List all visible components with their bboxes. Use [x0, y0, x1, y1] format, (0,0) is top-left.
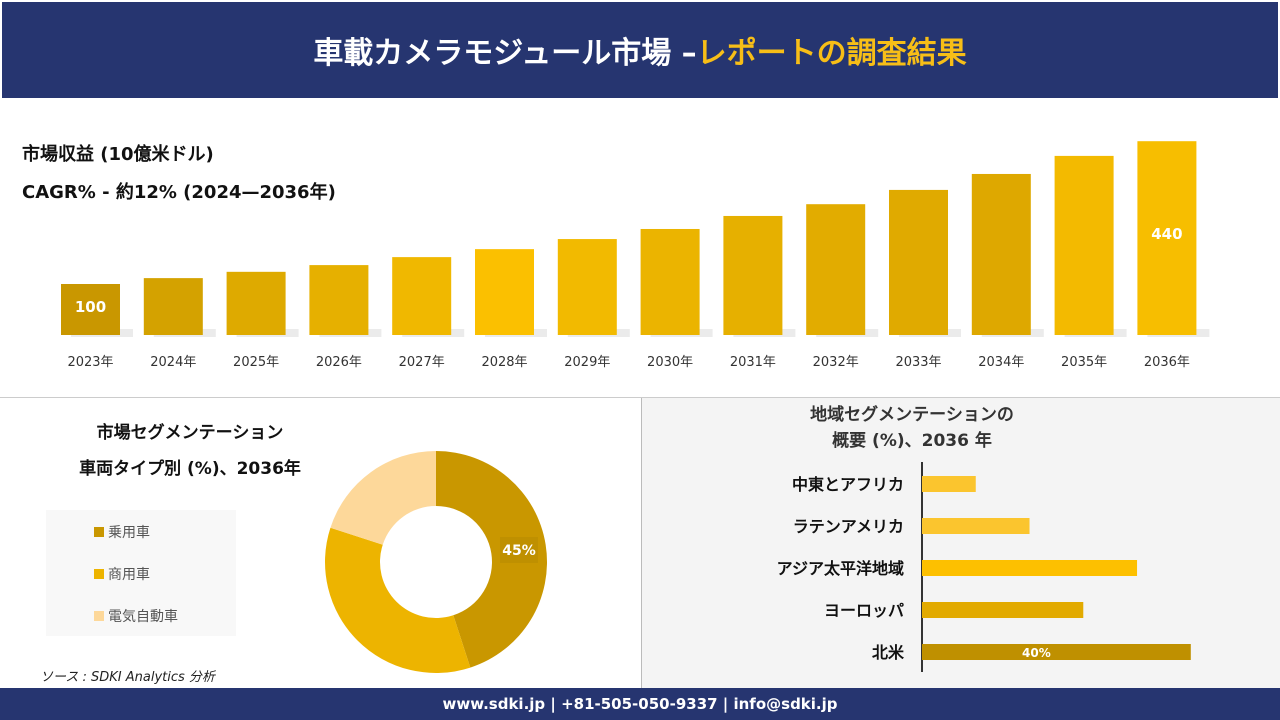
header-banner: 車載カメラモジュール市場 – レポートの調査結果 — [0, 0, 1280, 100]
region-title-1: 地域セグメンテーションの — [810, 405, 1014, 425]
revenue-bar — [806, 204, 866, 335]
revenue-bar-chart: 2023年 100 2024年 2025年 2026年 2027年 2028年 2029年 20… — [61, 141, 1210, 370]
region-bar — [922, 518, 1030, 534]
region-label: ヨーロッパ — [824, 601, 904, 620]
donut-slice — [330, 451, 436, 545]
year-label: 2031年 — [730, 355, 776, 370]
header-title: 車載カメラモジュール市場 – — [313, 36, 697, 71]
year-label: 2036年 — [1144, 355, 1190, 370]
region-title-2: 概要 (%)、2036 年 — [832, 431, 992, 451]
year-label: 2023年 — [67, 355, 113, 370]
vehicle-segment-section: 市場セグメンテーション 車両タイプ別 (%)、2036年 乗用車 商用車 電気自… — [0, 398, 640, 688]
revenue-label: 市場収益 (10億米ドル) — [22, 144, 214, 165]
year-label: 2035年 — [1061, 355, 1107, 370]
region-bar — [922, 476, 976, 492]
revenue-bar — [557, 239, 617, 335]
bar-value-label: 100 — [75, 298, 106, 316]
data-label-box — [500, 537, 538, 563]
donut-slice — [325, 527, 471, 673]
cagr-label: CAGR% - 約12% (2024—2036年) — [22, 182, 336, 203]
footer-contact: www.sdki.jp | +81-505-050-9337 | info@sd… — [0, 688, 1280, 720]
revenue-bar — [889, 189, 948, 335]
year-label: 2033年 — [895, 355, 941, 370]
legend-label: 電気自動車 — [108, 609, 178, 625]
year-label: 2029年 — [564, 355, 610, 370]
revenue-bar — [226, 271, 286, 335]
donut-value-label: 45% — [502, 543, 536, 559]
legend-swatch — [94, 611, 104, 621]
revenue-bar — [1137, 141, 1197, 335]
source-note: ソース : SDKI Analytics 分析 — [40, 670, 215, 685]
legend-swatch — [94, 569, 104, 579]
segment-title-1: 市場セグメンテーション — [96, 423, 284, 443]
year-label: 2032年 — [813, 355, 859, 370]
segment-title-2: 車両タイプ別 (%)、2036年 — [79, 459, 301, 479]
year-label: 2025年 — [233, 355, 279, 370]
region-label: アジア太平洋地域 — [777, 559, 904, 578]
donut-slice — [436, 451, 547, 668]
revenue-section: 市場収益 (10億米ドル) CAGR% - 約12% (2024—2036年) … — [0, 100, 1280, 396]
revenue-bar — [723, 215, 783, 335]
region-section: 地域セグメンテーションの 概要 (%)、2036 年 中東とアフリカ ラテンアメリ… — [641, 398, 1280, 688]
revenue-bar — [392, 257, 452, 335]
year-label: 2027年 — [399, 355, 445, 370]
revenue-bar — [971, 173, 1031, 335]
divider — [0, 397, 1280, 398]
vehicle-donut-chart: 45% — [325, 451, 547, 673]
legend-item: 商用車 — [94, 564, 150, 584]
donut-legend: 乗用車 商用車 電気自動車 — [46, 510, 236, 636]
revenue-bar — [1054, 155, 1114, 335]
bar-value-label: 40% — [1022, 646, 1051, 660]
legend-label: 乗用車 — [108, 525, 150, 541]
region-label: 北米 — [872, 643, 905, 662]
year-label: 2030年 — [647, 355, 693, 370]
revenue-bar — [475, 249, 534, 335]
bar-value-label: 440 — [1151, 225, 1182, 243]
revenue-bar — [309, 265, 369, 335]
year-label: 2024年 — [150, 355, 196, 370]
region-bar — [922, 644, 1191, 660]
region-bar — [922, 560, 1138, 576]
year-label: 2028年 — [481, 355, 527, 370]
region-label: 中東とアフリカ — [792, 475, 904, 494]
legend-swatch — [94, 527, 104, 537]
region-label: ラテンアメリカ — [793, 517, 904, 536]
legend-label: 商用車 — [108, 567, 150, 583]
year-label: 2026年 — [316, 355, 362, 370]
year-label: 2034年 — [978, 355, 1024, 370]
legend-item: 電気自動車 — [94, 606, 178, 626]
revenue-bar — [61, 284, 120, 335]
revenue-bar — [143, 278, 203, 335]
region-bar — [922, 602, 1084, 618]
revenue-bar — [640, 228, 700, 335]
header-title-accent: レポートの調査結果 — [696, 36, 967, 71]
legend-item: 乗用車 — [94, 522, 150, 542]
